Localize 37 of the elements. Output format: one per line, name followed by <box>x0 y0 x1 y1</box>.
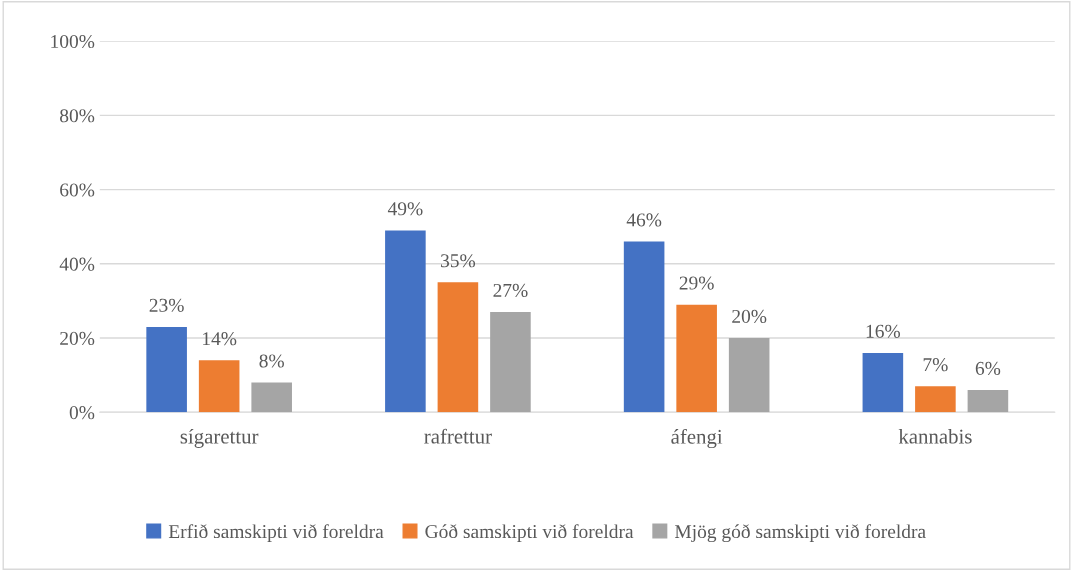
bar <box>862 352 904 413</box>
x-tick-label: kannabis <box>898 428 972 444</box>
y-tick-label: 0% <box>69 406 95 420</box>
legend-label: Erfið samskipti við foreldra <box>168 524 384 543</box>
bar <box>676 304 717 413</box>
legend-label: Mjög góð samskipti við foreldra <box>674 524 926 543</box>
y-tick-label: 100% <box>51 34 95 49</box>
data-label: 20% <box>732 309 767 324</box>
data-label: 35% <box>441 254 476 268</box>
data-label: 27% <box>493 283 528 298</box>
data-label: 16% <box>866 324 901 338</box>
data-label: 29% <box>679 276 714 290</box>
data-label: 8% <box>259 354 284 368</box>
x-tick-label: rafrettur <box>424 428 492 444</box>
bar <box>251 382 292 413</box>
x-tick-label: sígarettur <box>180 428 259 448</box>
bar <box>623 241 665 413</box>
bar <box>728 338 770 413</box>
bar <box>385 230 426 413</box>
y-tick-label: 60% <box>60 183 95 197</box>
data-label: 7% <box>923 358 948 372</box>
y-tick-label: 40% <box>59 257 95 271</box>
bar <box>915 386 956 413</box>
data-label: 49% <box>387 202 423 216</box>
y-tick-label: 80% <box>60 109 95 123</box>
data-label: 23% <box>149 298 184 312</box>
data-label: 6% <box>975 361 1001 375</box>
bar <box>490 312 531 413</box>
legend-label: Góð samskipti við foreldra <box>425 524 634 543</box>
x-tick-label: áfengi <box>671 428 723 449</box>
data-label: 46% <box>626 213 662 227</box>
data-label: 14% <box>203 332 237 346</box>
bar <box>198 360 240 413</box>
bar <box>146 326 187 413</box>
y-tick-label: 20% <box>60 331 95 346</box>
bar <box>967 389 1009 413</box>
bar <box>437 282 479 413</box>
